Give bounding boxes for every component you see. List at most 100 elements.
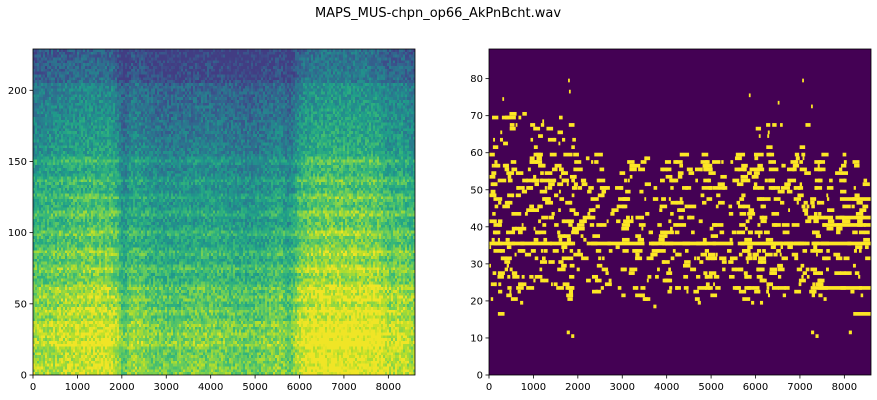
piano-note xyxy=(688,215,695,220)
piano-note xyxy=(863,237,870,242)
piano-note xyxy=(793,197,802,201)
piano-note xyxy=(853,312,871,316)
piano-note xyxy=(812,230,817,235)
piano-note xyxy=(858,249,862,253)
piano-note xyxy=(534,182,539,187)
piano-note xyxy=(596,263,603,268)
piano-note xyxy=(489,245,492,250)
piano-note xyxy=(622,249,629,253)
piano-note xyxy=(721,160,724,164)
piano-note xyxy=(558,115,563,120)
piano-note xyxy=(545,200,554,205)
piano-note xyxy=(759,300,764,305)
piano-note xyxy=(568,256,574,261)
piano-note xyxy=(652,197,659,201)
piano-note xyxy=(679,197,683,201)
piano-note xyxy=(704,167,713,172)
piano-note xyxy=(579,219,587,224)
piano-note xyxy=(563,219,566,224)
piano-note xyxy=(598,178,606,183)
piano-note xyxy=(657,267,660,272)
y-tick-label: 40 xyxy=(470,222,483,233)
pianoroll-axes: 0 1000 2000 3000 4000 5000 6000 7000 8000 0 10 20 3… xyxy=(470,48,872,393)
piano-note xyxy=(644,197,647,201)
piano-note xyxy=(540,171,544,175)
piano-note xyxy=(625,219,634,224)
piano-note xyxy=(595,249,602,253)
piano-note xyxy=(572,137,576,142)
piano-note xyxy=(506,263,509,268)
piano-note xyxy=(544,171,553,175)
piano-note xyxy=(521,223,524,227)
piano-note xyxy=(567,297,573,301)
piano-note xyxy=(548,260,555,264)
piano-note xyxy=(670,200,679,205)
piano-note xyxy=(819,215,826,220)
piano-note xyxy=(543,249,548,253)
piano-note xyxy=(863,223,866,227)
piano-note xyxy=(712,160,721,164)
piano-note xyxy=(781,163,786,168)
piano-note xyxy=(600,186,610,190)
piano-note xyxy=(621,237,630,242)
piano-note xyxy=(529,156,535,161)
piano-note xyxy=(787,245,793,250)
piano-note xyxy=(490,189,496,194)
piano-note xyxy=(813,212,818,216)
piano-note xyxy=(682,263,691,268)
piano-note xyxy=(591,241,598,246)
piano-note xyxy=(598,256,602,261)
piano-note xyxy=(674,230,680,235)
piano-note xyxy=(708,171,716,175)
piano-note xyxy=(560,171,566,175)
piano-note xyxy=(769,267,778,272)
piano-note xyxy=(796,267,803,272)
piano-note xyxy=(616,204,626,209)
x-tick-label: 5000 xyxy=(242,382,267,393)
piano-note xyxy=(533,226,536,231)
piano-note xyxy=(561,263,567,268)
piano-note xyxy=(762,197,771,201)
piano-note xyxy=(851,204,855,209)
piano-note xyxy=(797,186,804,190)
piano-note xyxy=(855,212,864,216)
piano-note xyxy=(554,163,562,168)
piano-note xyxy=(796,200,799,205)
piano-note xyxy=(721,260,727,264)
spectrogram-image xyxy=(33,49,415,375)
piano-note xyxy=(604,282,612,287)
piano-note xyxy=(728,204,733,209)
piano-note xyxy=(509,123,515,127)
piano-note xyxy=(569,208,576,212)
piano-note xyxy=(497,237,500,242)
piano-note xyxy=(731,230,737,235)
piano-note xyxy=(511,241,515,246)
piano-note xyxy=(507,174,512,179)
piano-note xyxy=(697,300,701,305)
piano-note xyxy=(511,212,520,216)
piano-note xyxy=(619,171,626,175)
piano-note xyxy=(492,115,499,120)
piano-note xyxy=(774,241,780,246)
piano-note xyxy=(529,160,539,164)
piano-note xyxy=(502,204,510,209)
piano-note xyxy=(501,256,507,261)
piano-note xyxy=(818,160,826,164)
piano-note xyxy=(697,286,707,290)
piano-note xyxy=(506,293,512,298)
x-tick-label: 4000 xyxy=(654,382,679,393)
piano-note xyxy=(670,256,675,261)
x-tick-label: 8000 xyxy=(832,382,857,393)
piano-note xyxy=(635,293,643,298)
piano-note xyxy=(801,152,806,157)
piano-note xyxy=(538,134,543,138)
piano-note xyxy=(573,167,577,172)
piano-note xyxy=(635,252,640,257)
piano-note xyxy=(558,189,561,194)
piano-note xyxy=(743,204,751,209)
piano-note xyxy=(802,249,808,253)
piano-note xyxy=(839,178,845,183)
piano-note xyxy=(565,286,575,290)
piano-note xyxy=(728,212,734,216)
piano-note xyxy=(577,249,581,253)
